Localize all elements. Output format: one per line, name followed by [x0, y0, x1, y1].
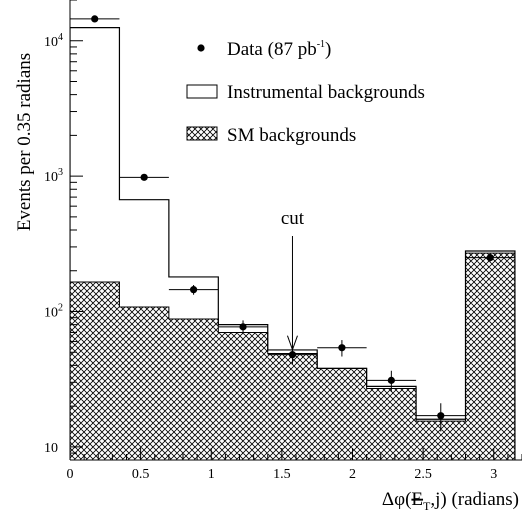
- cut-label: cut: [281, 208, 305, 229]
- data-point: [437, 412, 445, 420]
- cut-annotation: cut: [281, 208, 305, 352]
- data-point: [189, 286, 198, 294]
- x-tick-label: 1.5: [273, 467, 291, 482]
- x-tick-label: 1: [208, 467, 215, 482]
- sm-background-bar: [218, 332, 268, 460]
- x-axis-title: Δφ(ET,j) (radians): [382, 489, 519, 513]
- sm-background-bar: [70, 282, 120, 460]
- x-axis-ticks: 0 0.5 1 1.5 2 2.5 3: [67, 448, 522, 482]
- legend-sm-swatch: [186, 126, 218, 141]
- cut-arrow-head: [286, 335, 298, 352]
- y-tick-label: 103: [44, 167, 63, 185]
- legend: Data (87 pb-1) Instrumental backgrounds …: [186, 39, 425, 146]
- sm-background-hatched-fill: [70, 253, 515, 460]
- sm-background-bar: [366, 388, 417, 460]
- y-axis-ticks: 10 102 103 104: [44, 0, 83, 461]
- data-point: [486, 254, 494, 262]
- y-tick-label: 102: [44, 303, 63, 321]
- plot-area: [70, 15, 516, 460]
- data-point: [288, 351, 297, 359]
- x-tick-label: 2: [349, 467, 356, 482]
- legend-data-marker: [197, 44, 205, 52]
- legend-data-label: Data (87 pb-1): [227, 39, 331, 60]
- sm-background-bar: [317, 368, 367, 460]
- data-point: [239, 323, 247, 331]
- data-point: [91, 15, 99, 23]
- x-tick-label: 0: [67, 467, 74, 482]
- sm-background-bar: [465, 253, 515, 460]
- sm-background-bar: [267, 353, 318, 460]
- data-point: [338, 344, 346, 352]
- y-tick-label: 10: [44, 441, 58, 456]
- sm-background-bar: [168, 319, 219, 460]
- data-point: [387, 376, 395, 384]
- x-tick-label: 2.5: [414, 467, 432, 482]
- y-tick-label: 104: [44, 32, 63, 50]
- x-tick-label: 0.5: [132, 467, 150, 482]
- sm-background-bar: [119, 306, 169, 460]
- legend-sm-label: SM backgrounds: [227, 125, 356, 146]
- legend-instrumental-label: Instrumental backgrounds: [227, 82, 425, 103]
- x-tick-label: 3: [490, 467, 497, 482]
- data-point: [140, 173, 148, 181]
- y-axis-title: Events per 0.35 radians: [14, 53, 35, 231]
- legend-instrumental-swatch: [186, 84, 218, 99]
